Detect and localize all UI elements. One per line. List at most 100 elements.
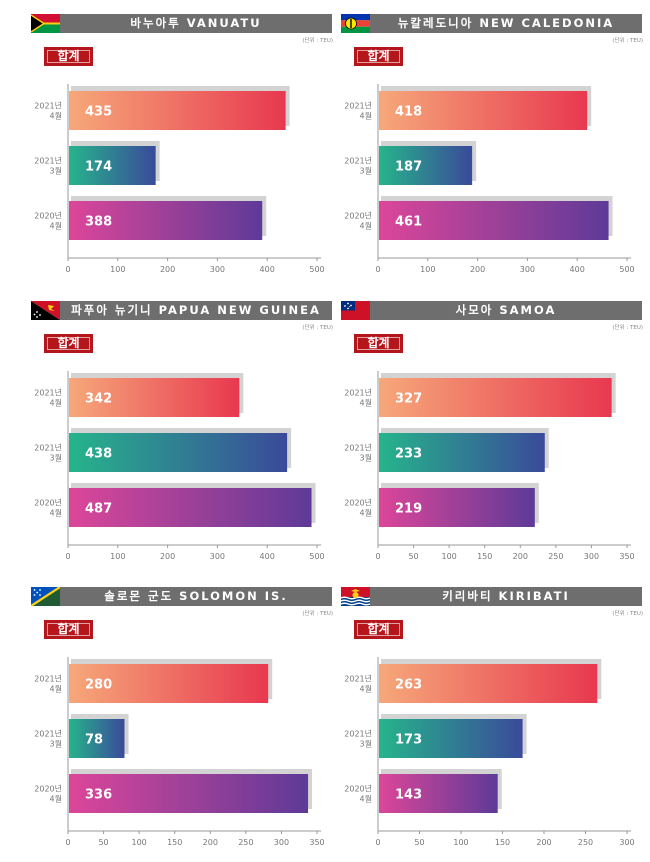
x-tick-label: 0 <box>375 552 380 561</box>
category-label-year: 2020년 <box>344 498 372 508</box>
bar-chart: 0 50 100 150 200 250 3002632021년4월1732021년3월14… <box>344 657 635 847</box>
vanuatu-flag-icon <box>31 14 60 33</box>
category-label-month: 4월 <box>360 221 372 231</box>
x-tick-label: 500 <box>309 265 324 274</box>
bar-2021-4 <box>69 664 269 703</box>
bar-2020-4 <box>379 201 609 240</box>
chart-title: 사모아 SAMOA <box>370 301 642 320</box>
category-label-month: 4월 <box>50 684 62 694</box>
x-tick-label: 400 <box>260 552 275 561</box>
total-badge: 합계 <box>354 334 403 353</box>
chart-panel-samoa: 사모아 SAMOA (단위 : TEU) 합계 0 50 100 150 200 250 3… <box>341 301 650 576</box>
bar-value-label: 219 <box>395 502 422 517</box>
bar-2021-3 <box>379 146 473 185</box>
category-label-year: 2021년 <box>344 674 372 684</box>
bar-2020-4 <box>379 774 498 813</box>
bar-value-label: 187 <box>395 160 422 175</box>
chart-header: 키리바티 KIRIBATI <box>341 587 642 606</box>
category-label-year: 2021년 <box>344 443 372 453</box>
bar-chart: 0 100 200 300 400 5004182021년4월1872021년3월4612… <box>344 84 635 274</box>
x-tick-label: 300 <box>210 552 225 561</box>
category-label-month: 4월 <box>50 221 62 231</box>
unit-label: (단위 : TEU) <box>302 38 333 44</box>
bar-value-label: 461 <box>395 215 422 230</box>
x-tick-label: 200 <box>160 552 175 561</box>
bar-2020-4 <box>69 488 312 527</box>
bar-2021-4 <box>69 378 240 417</box>
bar-value-label: 342 <box>85 392 112 407</box>
category-label-year: 2020년 <box>34 498 62 508</box>
bar-2021-4 <box>69 91 286 130</box>
bar-value-label: 438 <box>85 447 112 462</box>
category-label-month: 3월 <box>50 166 62 176</box>
category-label-month: 3월 <box>50 739 62 749</box>
bar-value-label: 388 <box>85 215 112 230</box>
category-label-month: 4월 <box>360 508 372 518</box>
x-tick-label: 100 <box>442 552 457 561</box>
category-label-month: 4월 <box>360 398 372 408</box>
x-tick-label: 150 <box>167 838 182 847</box>
x-tick-label: 200 <box>513 552 528 561</box>
bar-2021-3 <box>379 719 523 758</box>
x-tick-label: 200 <box>203 838 218 847</box>
chart-header: 사모아 SAMOA <box>341 301 642 320</box>
x-tick-label: 150 <box>477 552 492 561</box>
chart-header: 솔로몬 군도 SOLOMON IS. <box>31 587 332 606</box>
category-label-year: 2021년 <box>34 101 62 111</box>
category-label-year: 2021년 <box>344 101 372 111</box>
total-badge: 합계 <box>44 620 93 639</box>
x-tick-label: 350 <box>309 838 324 847</box>
x-tick-label: 500 <box>619 265 634 274</box>
kiribati-flag-icon <box>341 587 370 606</box>
category-label-year: 2021년 <box>34 388 62 398</box>
category-label-year: 2020년 <box>34 211 62 221</box>
total-badge: 합계 <box>44 334 93 353</box>
x-tick-label: 250 <box>578 838 593 847</box>
x-tick-label: 300 <box>274 838 289 847</box>
category-label-month: 4월 <box>50 508 62 518</box>
bar-value-label: 327 <box>395 392 422 407</box>
bar-chart: 0 100 200 300 400 5004352021년4월1742021년3월3882… <box>34 84 325 274</box>
category-label-month: 3월 <box>360 453 372 463</box>
total-badge: 합계 <box>354 620 403 639</box>
x-tick-label: 100 <box>110 265 125 274</box>
x-tick-label: 150 <box>495 838 510 847</box>
bar-2021-4 <box>379 664 598 703</box>
bar-2021-4 <box>379 378 612 417</box>
category-label-month: 3월 <box>360 739 372 749</box>
samoa-flag-icon <box>341 301 370 320</box>
chart-title: 파푸아 뉴기니 PAPUA NEW GUINEA <box>60 301 332 320</box>
x-tick-label: 400 <box>570 265 585 274</box>
x-tick-label: 0 <box>375 265 380 274</box>
chart-panel-papua-new-guinea: 파푸아 뉴기니 PAPUA NEW GUINEA (단위 : TEU) 합계 0… <box>31 301 343 576</box>
category-label-year: 2021년 <box>34 674 62 684</box>
bar-value-label: 435 <box>85 105 112 120</box>
chart-panel-vanuatu: 바누아투 VANUATU (단위 : TEU) 합계 0 100 200 300 400… <box>31 14 343 289</box>
bar-2021-3 <box>69 146 156 185</box>
bar-value-label: 78 <box>85 733 103 748</box>
x-tick-label: 350 <box>619 552 634 561</box>
x-tick-label: 50 <box>98 838 108 847</box>
x-tick-label: 100 <box>110 552 125 561</box>
x-tick-label: 300 <box>210 265 225 274</box>
chart-title: 키리바티 KIRIBATI <box>370 587 642 606</box>
category-label-year: 2020년 <box>344 211 372 221</box>
chart-header: 뉴칼레도니아 NEW CALEDONIA <box>341 14 642 33</box>
bar-value-label: 418 <box>395 105 422 120</box>
new-caledonia-flag-icon <box>341 14 370 33</box>
bar-2021-3 <box>69 433 288 472</box>
category-label-month: 4월 <box>360 684 372 694</box>
bar-value-label: 173 <box>395 733 422 748</box>
category-label-year: 2020년 <box>34 784 62 794</box>
chart-title: 솔로몬 군도 SOLOMON IS. <box>60 587 332 606</box>
papua-new-guinea-flag-icon <box>31 301 60 320</box>
unit-label: (단위 : TEU) <box>302 325 333 331</box>
category-label-month: 4월 <box>50 794 62 804</box>
bar-value-label: 280 <box>85 678 112 693</box>
unit-label: (단위 : TEU) <box>302 611 333 617</box>
chart-panel-new-caledonia: 뉴칼레도니아 NEW CALEDONIA (단위 : TEU) 합계 0 100 2… <box>341 14 650 289</box>
x-tick-label: 200 <box>470 265 485 274</box>
solomon-islands-flag-icon <box>31 587 60 606</box>
category-label-year: 2021년 <box>34 156 62 166</box>
category-label-month: 3월 <box>50 453 62 463</box>
